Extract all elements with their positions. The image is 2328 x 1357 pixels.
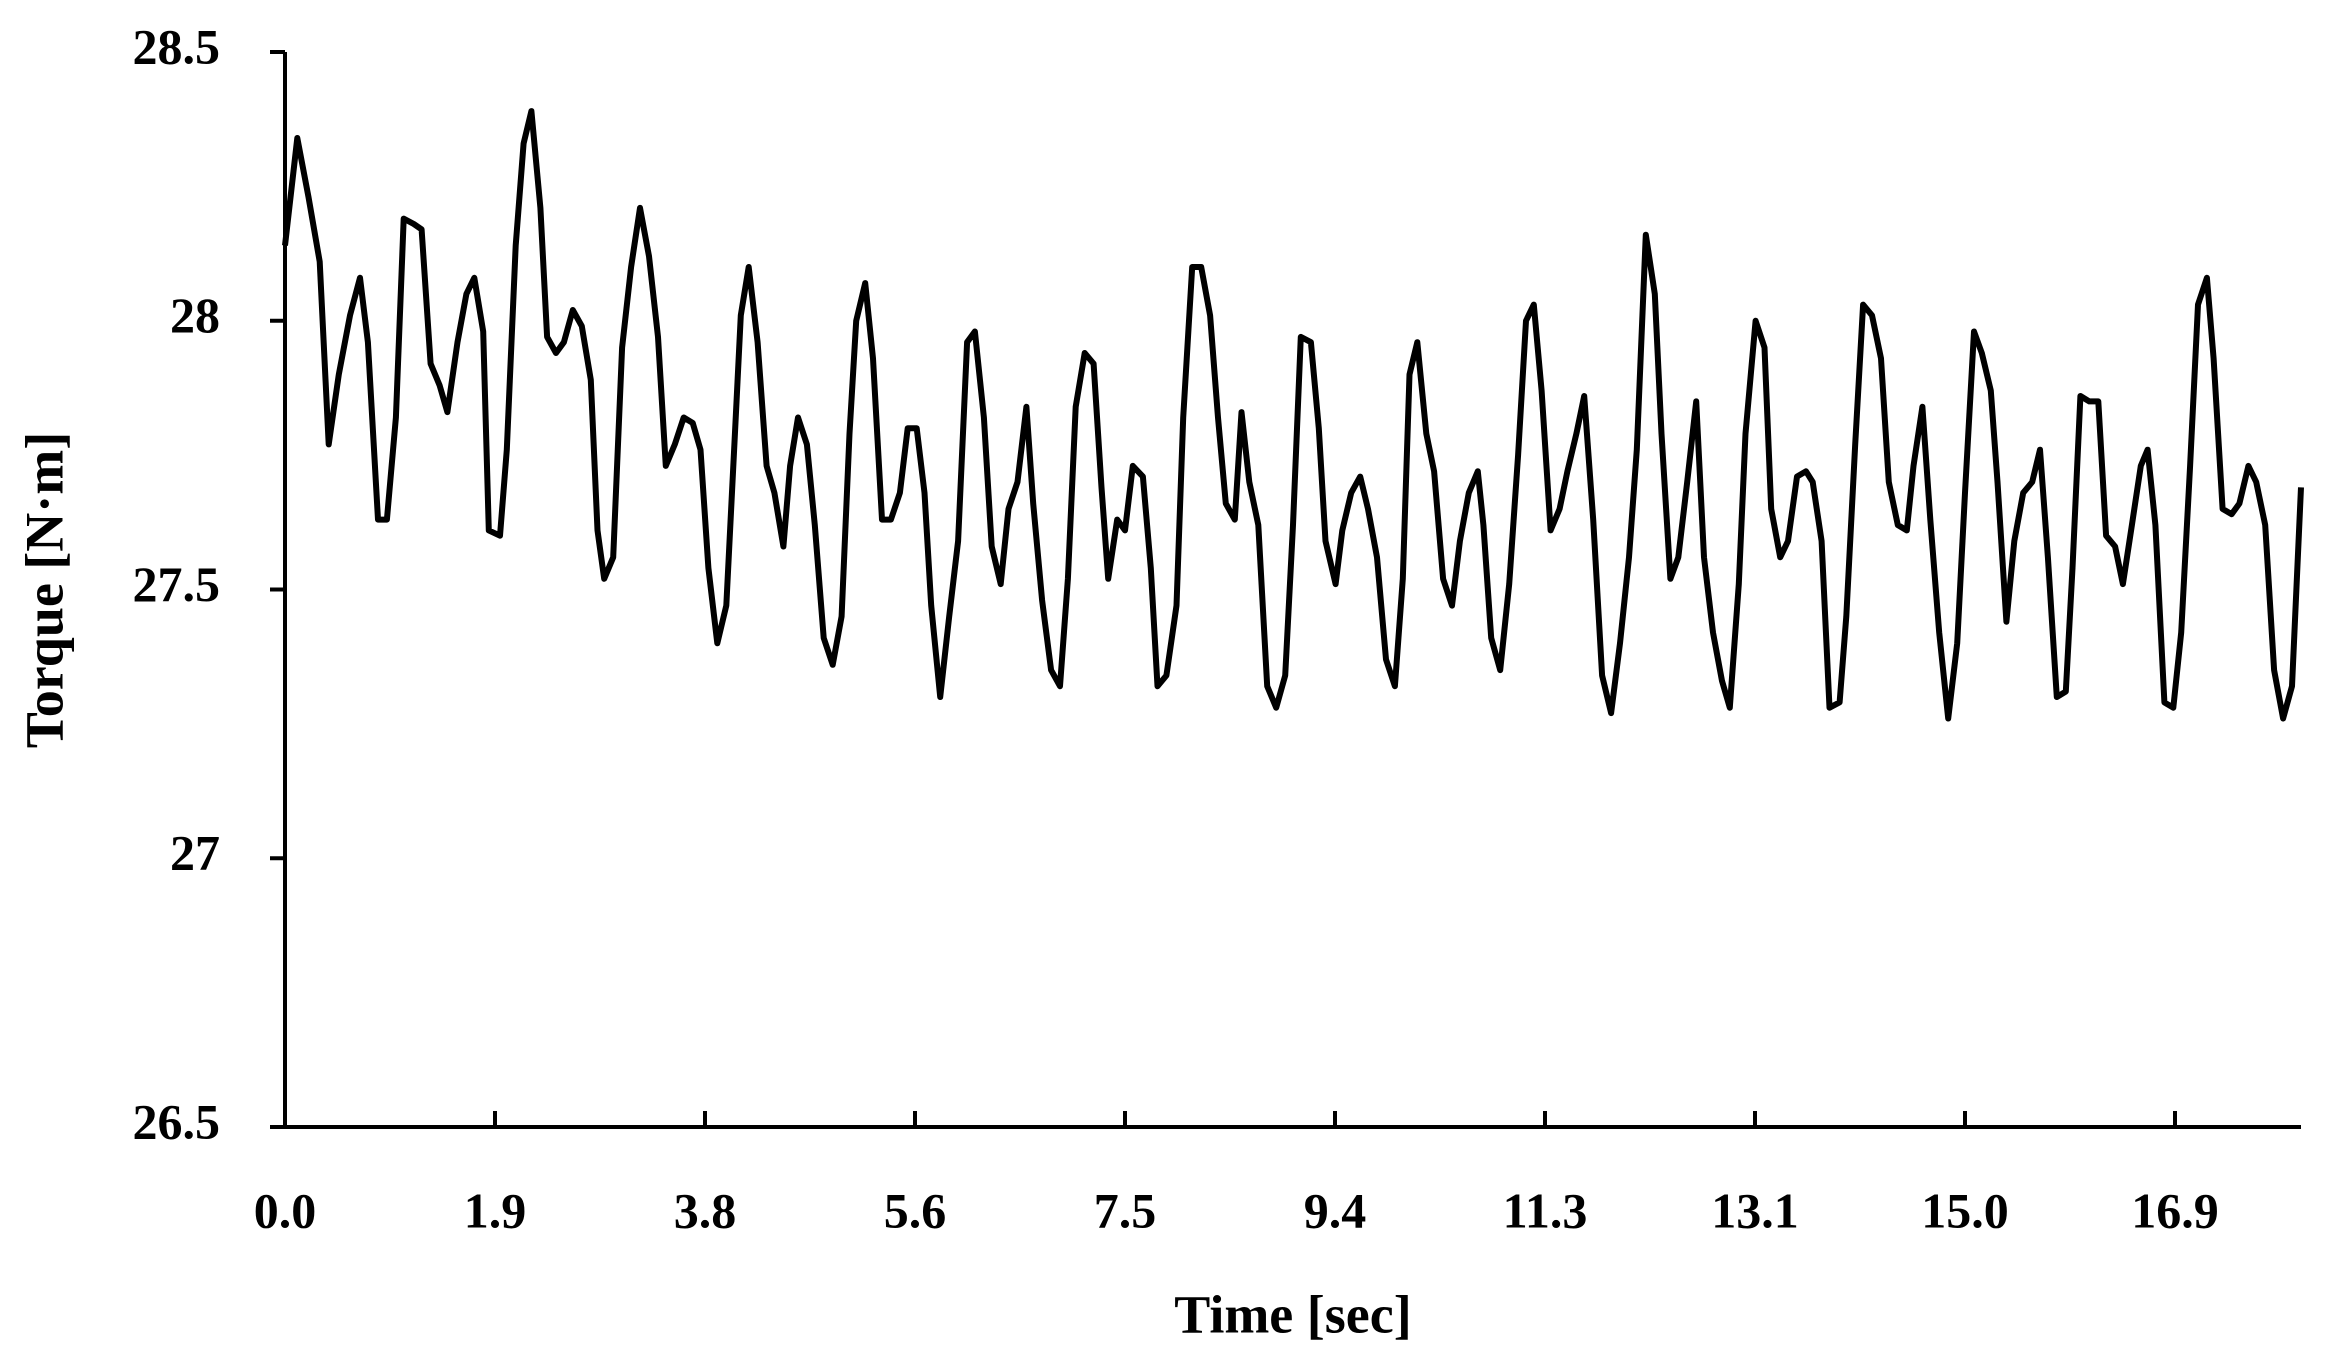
y-tick-label: 27.5 [133, 556, 221, 612]
data-line [282, 108, 2304, 722]
x-axis-title: Time [sec] [1174, 1284, 1411, 1344]
y-axis-title: Torque [N·m] [14, 432, 74, 749]
x-tick-label: 1.9 [464, 1182, 527, 1238]
x-tick-label: 5.6 [884, 1182, 947, 1238]
y-tick-label: 28 [170, 287, 220, 343]
x-tick-label: 11.3 [1503, 1182, 1588, 1238]
x-tick-label: 0.0 [254, 1182, 317, 1238]
y-tick-label: 26.5 [133, 1093, 221, 1149]
x-tick-label: 16.9 [2131, 1182, 2219, 1238]
y-tick-label: 27 [170, 825, 220, 881]
x-tick-label: 7.5 [1094, 1182, 1157, 1238]
x-tick-label: 9.4 [1304, 1182, 1367, 1238]
x-tick-label: 15.0 [1921, 1182, 2009, 1238]
y-tick-label: 28.5 [133, 18, 221, 74]
x-tick-label: 13.1 [1711, 1182, 1799, 1238]
x-tick-label: 3.8 [674, 1182, 737, 1238]
